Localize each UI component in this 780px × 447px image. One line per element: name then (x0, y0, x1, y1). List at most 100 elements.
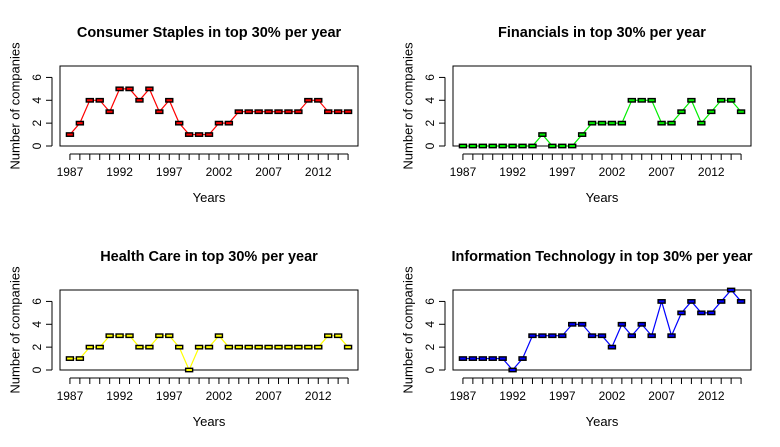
data-point-1988 (75, 120, 85, 126)
data-point-2005 (637, 97, 646, 103)
x-tick-label: 1997 (549, 165, 576, 179)
chart-panel-2: Financials in top 30% per year 1987 1992 19… (400, 25, 752, 205)
data-point-2002 (214, 120, 224, 126)
x-tick-label: 1992 (106, 389, 133, 403)
data-point-1991 (105, 333, 114, 339)
data-point-1997 (558, 333, 567, 339)
data-point-2011 (304, 97, 313, 103)
chart-title: Information Technology in top 30% per ye… (451, 249, 752, 265)
data-point-1997 (165, 97, 174, 103)
data-point-1995 (145, 86, 154, 92)
data-point-2012 (314, 344, 323, 350)
data-point-1992 (508, 367, 517, 373)
data-point-1989 (85, 344, 95, 350)
data-point-1998 (568, 321, 577, 327)
x-tick-label: 2002 (599, 389, 626, 403)
data-point-1998 (568, 143, 577, 149)
data-point-1999 (577, 132, 587, 137)
x-tick-label: 1987 (57, 165, 84, 179)
data-point-2015 (736, 109, 746, 115)
data-point-1993 (125, 86, 134, 92)
data-point-2002 (607, 344, 617, 350)
data-point-2010 (294, 344, 303, 350)
x-axis-label: Years (193, 190, 226, 205)
plot-frame (59, 289, 359, 371)
x-tick-label: 2012 (305, 389, 332, 403)
y-tick-label: 2 (423, 343, 437, 350)
y-tick-label: 6 (423, 298, 437, 305)
data-point-1988 (75, 356, 85, 361)
data-point-1996 (548, 143, 557, 149)
data-point-2009 (677, 310, 686, 316)
y-axis-label: Number of companies (400, 266, 415, 394)
data-point-1989 (85, 97, 95, 103)
data-point-2007 (264, 109, 273, 115)
data-point-2005 (637, 321, 646, 327)
data-point-1990 (95, 97, 104, 103)
data-point-1994 (135, 344, 144, 350)
data-point-2003 (617, 120, 627, 126)
data-point-1988 (468, 356, 478, 361)
x-tick-label: 1992 (106, 165, 133, 179)
data-point-1991 (498, 143, 507, 149)
data-point-1994 (135, 97, 144, 103)
x-tick-label: 2007 (255, 165, 282, 179)
x-axis-label: Years (586, 190, 619, 205)
x-tick-label: 1987 (450, 389, 477, 403)
data-point-2003 (224, 344, 234, 350)
data-point-1995 (538, 333, 547, 339)
data-point-1987 (458, 356, 468, 361)
plot-frame (452, 65, 752, 147)
x-tick-label: 1997 (156, 165, 183, 179)
data-point-2012 (707, 310, 716, 316)
chart-panel-1: Consumer Staples in top 30% per year 1987… (7, 25, 359, 205)
data-point-2010 (294, 109, 303, 115)
x-tick-label: 2002 (599, 165, 626, 179)
data-point-2013 (717, 97, 726, 103)
data-point-2002 (214, 333, 224, 339)
y-tick-label: 0 (30, 142, 44, 149)
data-point-2007 (657, 299, 666, 304)
y-tick-label: 0 (423, 366, 437, 373)
data-point-1987 (458, 143, 468, 149)
y-tick-label: 6 (423, 74, 437, 81)
data-point-1997 (165, 333, 174, 339)
y-tick-label: 4 (423, 97, 437, 104)
data-point-2006 (647, 333, 656, 339)
data-point-1991 (105, 109, 114, 115)
data-point-2006 (254, 344, 263, 350)
data-point-1996 (155, 333, 164, 339)
data-point-1990 (488, 143, 497, 149)
data-point-2004 (234, 109, 244, 115)
data-point-1998 (174, 120, 184, 126)
y-tick-label: 4 (423, 321, 437, 328)
y-tick-label: 0 (423, 142, 437, 149)
data-point-2001 (597, 120, 607, 126)
data-point-2014 (333, 333, 343, 339)
x-tick-label: 2012 (698, 165, 725, 179)
data-point-1996 (548, 333, 557, 339)
data-point-2013 (717, 299, 726, 304)
x-tick-label: 1987 (57, 389, 84, 403)
data-point-2012 (314, 97, 323, 103)
data-point-2012 (707, 109, 716, 115)
data-point-1998 (174, 344, 184, 350)
data-point-2003 (224, 120, 234, 126)
data-point-2005 (244, 109, 253, 115)
data-point-1990 (95, 344, 104, 350)
data-point-2014 (726, 97, 736, 103)
data-point-2010 (687, 299, 696, 304)
data-point-1995 (538, 132, 547, 137)
data-point-2015 (343, 109, 353, 115)
data-point-2001 (204, 344, 214, 350)
data-point-2000 (194, 344, 204, 350)
x-tick-label: 2007 (648, 165, 675, 179)
chart-panel-4: Information Technology in top 30% per ye… (400, 249, 752, 429)
data-point-2013 (324, 333, 333, 339)
data-point-2000 (194, 132, 204, 137)
data-point-2011 (697, 120, 706, 126)
x-tick-label: 1987 (450, 165, 477, 179)
data-point-1991 (498, 356, 507, 361)
y-tick-label: 0 (30, 366, 44, 373)
data-point-1993 (518, 143, 527, 149)
